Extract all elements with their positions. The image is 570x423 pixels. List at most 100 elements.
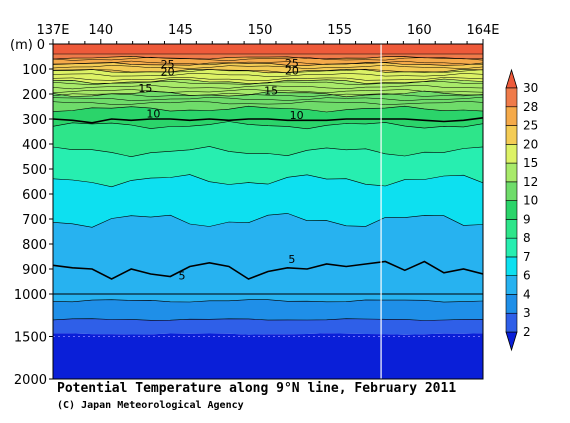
isotherm-line [53,68,483,74]
isotherm-line [53,78,483,84]
y-tick-label: 700 [22,213,47,228]
isotherm-line [53,174,483,188]
colorbar: 2 3 4 6 7 8 9 10 12 15 20 25 28 30 [505,68,538,352]
y-tick-label: 400 [22,138,47,153]
colorbar-swatch [505,162,518,183]
plot-area [53,44,483,379]
isotherm-label: 25 [161,58,175,71]
isotherm-line [53,213,483,228]
isotherm-line [53,299,483,303]
isotherm-5-line [53,260,483,280]
isotherm-label: 20 [285,64,299,77]
colorbar-label: 3 [523,306,531,320]
y-tick-label: 600 [22,188,47,203]
y-tick-label: 1500 [14,331,47,346]
temperature-band [53,333,483,379]
isotherm-line [53,146,483,158]
isotherm-line [53,73,483,77]
temperature-band [53,299,483,321]
isotherm-label: 5 [179,269,186,282]
isotherm-line [53,100,483,105]
temperature-band [53,213,483,303]
colorbar-swatch [505,144,518,164]
temperature-band [53,318,483,335]
y-tick-label: 0 [37,38,45,53]
y-tick-label: 200 [22,88,47,103]
colorbar-label: 30 [523,81,538,95]
x-axis: 137E 140 145 150 155 160 164E [36,23,500,44]
colorbar-label: 2 [523,325,531,339]
isotherm-line [53,64,483,69]
x-tick-label: 140 [88,23,113,38]
colorbar-label: 15 [523,156,538,170]
y-tick-label: 2000 [14,373,47,388]
isotherm-label: 25 [285,57,299,70]
colorbar-swatch [505,181,518,201]
colorbar-swatch [505,275,518,295]
x-tick-label: 164E [466,23,499,38]
isotherm-line [53,318,483,321]
isotherm-line [53,55,483,60]
isotherm-line [53,92,483,98]
y-axis: (m) 0 100 200 300 400 500 600 700 800 900 1000 1500 2… [10,38,53,388]
isotherm-line [53,81,483,85]
title-block: Potential Temperature along 9°N line, Fe… [57,381,456,411]
colorbar-label: 8 [523,231,531,245]
y-tick-label: 800 [22,238,47,253]
y-tick-label: 1000 [14,288,47,303]
chart-credit: (C) Japan Meteorological Agency [57,399,244,411]
x-tick-label: 160 [407,23,432,38]
isotherm-line [53,77,483,81]
isotherm-line [53,90,483,98]
x-tick-label: 137E [36,23,69,38]
isotherm-label: 5 [288,253,295,266]
isotherm-label: 10 [290,109,304,122]
isotherm-line [53,88,483,94]
colorbar-top-arrow [505,68,518,89]
colorbar-label: 10 [523,194,538,208]
colorbar-swatch [505,87,518,108]
y-unit-label: (m) [10,38,33,53]
temperature-band [53,146,483,187]
isotherm-line [53,85,483,90]
colorbar-label: 12 [523,175,538,189]
colorbar-swatch [505,312,518,333]
colorbar-label: 25 [523,119,538,133]
isotherm-line [53,121,483,130]
colorbar-label: 20 [523,137,538,151]
colorbar-swatch [505,219,518,239]
colorbar-label: 9 [523,212,531,226]
temperature-band [53,121,483,157]
temperature-band [53,44,483,54]
colorbar-swatch [505,294,518,314]
x-tick-label: 145 [168,23,193,38]
colorbar-swatch [505,125,518,145]
colorbar-label: 6 [523,269,531,283]
colorbar-bottom-arrow [505,331,518,352]
x-tick-label: 150 [248,23,273,38]
isotherm-line [53,56,483,62]
colorbar-label: 4 [523,287,531,301]
colorbar-swatch [505,200,518,220]
isotherm-line [53,60,483,66]
colorbar-swatch [505,106,518,126]
colorbar-label: 28 [523,100,538,114]
colorbar-swatch [505,256,518,276]
isotherm-line [53,105,483,113]
colorbar-swatch [505,237,518,258]
temperature-band [53,79,483,97]
plot-frame [52,43,484,380]
y-tick-label: 300 [22,113,47,128]
y-tick-label: 500 [22,163,47,178]
colorbar-label: 7 [523,250,531,264]
isotherm-label: 15 [264,84,278,97]
y-tick-label: 900 [22,263,47,278]
temperature-band [53,174,483,228]
x-tick-label: 155 [327,23,352,38]
isotherm-label: 20 [161,66,175,79]
y-tick-label: 100 [22,63,47,78]
isotherm-label: 10 [146,108,160,121]
